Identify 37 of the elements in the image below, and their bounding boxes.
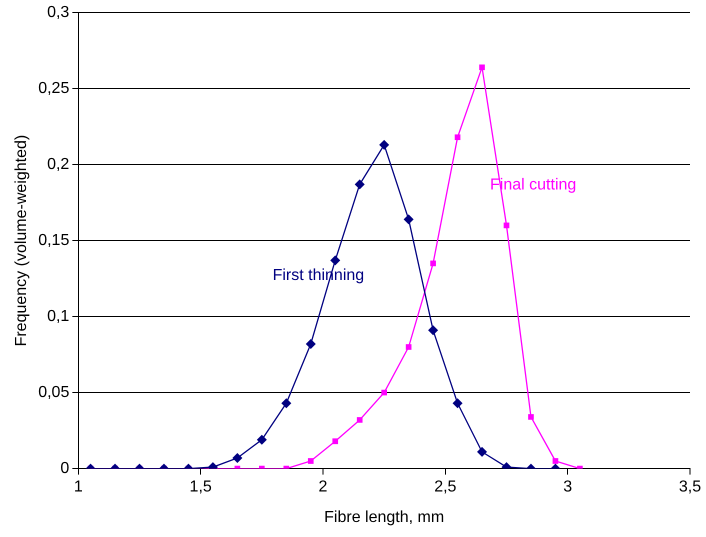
point bbox=[381, 390, 387, 396]
x-tick-label: 1,5 bbox=[190, 478, 212, 496]
x-tick-label: 1 bbox=[74, 478, 83, 496]
x-tick-label: 3,5 bbox=[678, 478, 702, 496]
point bbox=[428, 325, 438, 336]
y-tick-label: 0,05 bbox=[38, 384, 70, 402]
x-tick-label: 2 bbox=[318, 478, 328, 496]
point bbox=[430, 260, 436, 266]
point bbox=[406, 344, 412, 350]
point bbox=[354, 179, 365, 190]
point bbox=[479, 64, 485, 70]
x-tick-label: 2,5 bbox=[434, 478, 457, 496]
point bbox=[454, 134, 460, 140]
point bbox=[356, 417, 363, 423]
point bbox=[332, 438, 338, 444]
point bbox=[232, 452, 242, 463]
point bbox=[528, 414, 534, 420]
y-axis-title: Frequency (volume-weighted) bbox=[13, 134, 30, 346]
y-tick-label: 0,3 bbox=[47, 4, 70, 22]
point bbox=[256, 434, 267, 445]
point bbox=[404, 214, 414, 224]
point bbox=[379, 140, 390, 150]
x-axis-title: Fibre length, mm bbox=[324, 508, 444, 526]
point bbox=[308, 458, 314, 464]
x-tick-label: 3 bbox=[563, 478, 572, 496]
point bbox=[281, 398, 292, 408]
y-tick-label: 0,1 bbox=[47, 308, 70, 326]
point bbox=[477, 446, 488, 457]
y-tick-label: 0 bbox=[60, 460, 70, 478]
y-tick-label: 0,25 bbox=[38, 80, 70, 98]
point bbox=[330, 255, 340, 266]
y-tick-label: 0,15 bbox=[38, 232, 70, 250]
point bbox=[552, 458, 558, 464]
point bbox=[306, 338, 316, 349]
point bbox=[504, 222, 510, 228]
y-tick-label: 0,2 bbox=[47, 156, 70, 174]
point bbox=[452, 398, 463, 408]
